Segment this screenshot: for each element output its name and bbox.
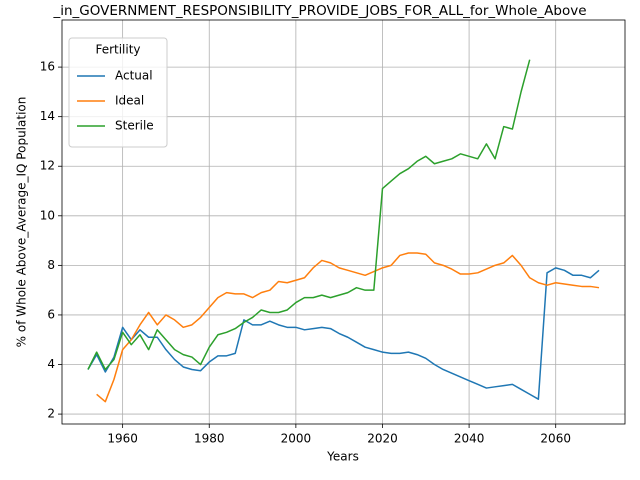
y-tick-label: 4 <box>47 357 55 371</box>
legend-title: Fertility <box>95 43 140 57</box>
y-tick-label: 14 <box>40 109 55 123</box>
x-tick-label: 1980 <box>194 432 225 446</box>
x-tick-label: 2020 <box>367 432 398 446</box>
y-tick-label: 16 <box>40 60 55 74</box>
y-tick-label: 6 <box>47 307 55 321</box>
y-tick-label: 8 <box>47 258 55 272</box>
y-tick-label: 12 <box>40 159 55 173</box>
legend-label: Ideal <box>115 94 144 108</box>
x-axis-label: Years <box>326 450 359 464</box>
legend-box <box>68 37 168 148</box>
x-tick-label: 2000 <box>281 432 312 446</box>
line <box>87 267 600 400</box>
y-tick-label: 2 <box>47 407 55 421</box>
line <box>87 59 531 371</box>
x-tick-label: 2060 <box>540 432 571 446</box>
y-axis-label: % of Whole Above_Average_IQ Population <box>15 97 29 348</box>
line <box>96 252 600 403</box>
x-tick-label: 1960 <box>107 432 138 446</box>
x-tick-label: 2040 <box>454 432 485 446</box>
legend-label: Actual <box>115 69 153 83</box>
legend-label: Sterile <box>115 119 154 133</box>
axes-frame <box>61 19 626 425</box>
y-tick-label: 10 <box>40 208 55 222</box>
chart-title: _in_GOVERNMENT_RESPONSIBILITY_PROVIDE_JO… <box>53 3 587 19</box>
